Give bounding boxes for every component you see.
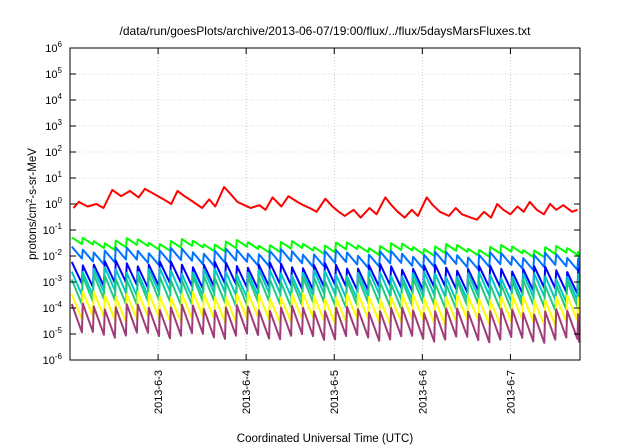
series-line-channel-8 — [70, 302, 581, 344]
y-tick-label: 10-6 — [43, 352, 63, 367]
series-layer — [70, 186, 581, 344]
series-line-channel-3 — [71, 245, 581, 272]
y-axis-ticks: 106 105 104 103 102 101 100 10-1 10-2 10-3 10-4 10-… — [43, 40, 580, 367]
x-tick-label: 2013-6-7 — [505, 370, 517, 414]
y-tick-label: 10-1 — [43, 222, 63, 237]
y-tick-label: 10-5 — [43, 326, 63, 341]
y-tick-label: 10-4 — [43, 300, 63, 315]
x-axis-ticks: 2013-6-3 2013-6-4 2013-6-5 2013-6-6 2013-6-7 — [153, 48, 517, 414]
series-line-channel-1 — [72, 186, 578, 221]
x-tick-label: 2013-6-3 — [153, 370, 165, 414]
y-tick-label: 10-3 — [43, 274, 63, 289]
y-tick-label: 101 — [45, 170, 62, 185]
y-tick-label: 103 — [45, 118, 62, 133]
y-tick-label: 100 — [45, 196, 62, 211]
x-tick-label: 2013-6-4 — [241, 370, 253, 414]
series-line-channel-2 — [71, 236, 581, 259]
y-tick-label: 10-2 — [43, 248, 63, 263]
y-axis-label: protons/cm2-s-sr-MeV — [25, 148, 39, 260]
x-tick-label: 2013-6-5 — [329, 370, 341, 414]
y-tick-label: 102 — [45, 144, 62, 159]
y-tick-label: 105 — [45, 66, 62, 81]
y-tick-label: 104 — [45, 92, 62, 107]
y-tick-label: 106 — [45, 40, 62, 55]
x-axis-label: Coordinated Universal Time (UTC) — [237, 433, 414, 445]
x-tick-label: 2013-6-6 — [417, 370, 429, 414]
chart-title: /data/run/goesPlots/archive/2013-06-07/1… — [120, 24, 532, 38]
